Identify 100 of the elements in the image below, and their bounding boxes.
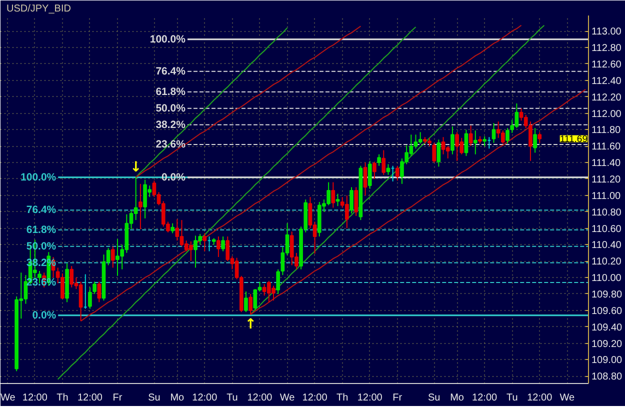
annotation: 100.0% [20,171,57,184]
annotation: 111.69 [560,134,588,146]
x-tick-label: We [280,392,296,404]
y-tick-label: 112.60 [592,59,622,70]
candlestick [382,150,386,176]
candlestick [506,128,510,144]
candlestick [221,236,225,252]
candlestick [138,183,142,230]
y-tick-label: 110.60 [592,224,622,235]
candlestick [354,186,358,216]
candlestick [533,128,537,154]
annotation: ↑ [244,316,256,332]
y-tick-label: 110.00 [592,273,622,284]
x-tick-label: Th [336,392,348,404]
annotation: 61.8% [156,86,186,98]
candlestick [88,286,92,310]
candlestick [377,154,381,166]
candlestick [253,288,258,311]
x-tick-label: 12:00 [302,392,328,404]
candlestick [372,161,376,180]
y-tick-label: 111.20 [592,174,622,186]
x-tick-label: Tu [506,392,518,404]
candlestick [363,162,368,196]
candlestick [175,218,180,242]
annotation: 100.0% [150,33,186,46]
y-tick-label: 112.20 [592,92,622,104]
candlestick [134,176,138,221]
y-tick-label: 109.40 [592,322,623,334]
candlestick [446,146,450,159]
candlestick [368,160,372,190]
candlestick [350,186,354,214]
candlestick [538,132,542,144]
x-tick-label: 12:00 [247,392,273,404]
candlestick [473,130,478,155]
candlestick [170,222,174,234]
candlestick [482,136,486,147]
candlestick [386,164,390,176]
candlestick [395,165,400,182]
line-series [250,88,586,316]
candlestick [492,122,496,144]
candlestick [78,281,83,322]
x-tick-label: We [560,392,576,404]
candlestick [92,281,96,294]
y-tick-label: 108.80 [592,372,623,383]
candlestick [110,246,115,268]
annotation: ↓ [130,159,142,176]
line-series [57,26,416,380]
x-tick-label: 12:00 [357,392,383,404]
x-tick-label: We [0,392,16,404]
x-tick-label: 12:00 [22,392,48,404]
x-tick-label: Fr [392,392,403,404]
candlestick [276,268,280,294]
candlestick [336,193,340,207]
y-tick-label: 112.00 [592,108,622,120]
candlestick [216,236,220,258]
y-tick-label: 111.00 [592,190,622,202]
x-tick-label: 12:00 [527,392,553,404]
y-tick-label: 109.00 [592,355,623,366]
annotation: 61.8% [26,224,57,236]
y-tick-label: 111.80 [592,125,622,136]
y-tick-label: 111.40 [592,158,622,170]
y-tick-label: 111.60 [592,142,622,153]
x-tick-label: 12:00 [472,392,498,404]
y-tick-label: 110.20 [592,256,622,268]
chart-title: USD/JPY_BID [6,4,71,14]
annotation: 76.4% [26,204,57,216]
candlestick [331,182,336,208]
candlestick [202,232,207,252]
x-tick-label: Mo [450,392,464,404]
y-tick-label: 112.80 [592,43,622,54]
y-tick-label: 112.40 [592,76,622,87]
annotation: 76.4% [156,65,186,78]
y-tick-label: 109.20 [592,338,623,350]
x-tick-label: Su [428,392,440,404]
candlestick [418,132,422,144]
y-tick-label: 110.40 [592,240,622,252]
candlestick [188,240,193,262]
candlestick [436,139,441,168]
x-tick-label: Th [56,392,68,404]
x-tick-label: 12:00 [192,392,218,404]
annotation: 50.0% [156,102,186,114]
y-tick-label: 109.80 [592,289,623,300]
candlestick [464,129,468,156]
x-tick-label: Fr [112,392,123,404]
candlestick [248,293,252,315]
annotation: 0.0% [32,309,57,322]
line-series [250,24,545,316]
x-tick-label: Mo [170,392,185,404]
candlestick [468,125,473,147]
candlestick [226,236,230,262]
candlestick [244,291,248,313]
y-tick-label: 109.60 [592,306,623,317]
candlestick [450,126,454,155]
candlestick [97,281,102,303]
y-tick-label: 113.00 [592,26,622,38]
candlestick [70,266,74,288]
x-tick-label: 12:00 [77,392,103,404]
y-tick-label: 110.80 [592,207,622,218]
x-tick-label: Tu [226,392,238,404]
x-tick-label: Su [148,392,160,404]
